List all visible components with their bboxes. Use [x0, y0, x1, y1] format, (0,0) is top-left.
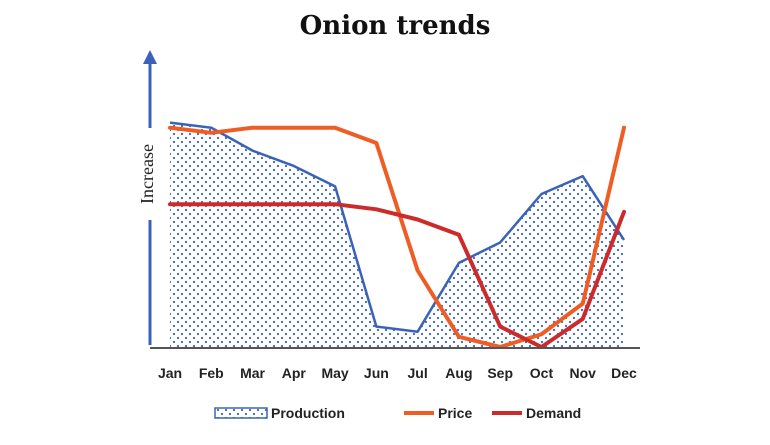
x-tick-label: Jun — [364, 365, 389, 381]
y-axis: Increase — [137, 50, 161, 345]
x-tick-label: Mar — [240, 365, 265, 381]
x-tick-label: May — [321, 365, 348, 381]
chart-title: Onion trends — [300, 11, 491, 41]
legend-label-production: Production — [271, 405, 345, 421]
legend-label-demand: Demand — [526, 405, 581, 421]
series-line-production — [169, 121, 626, 333]
x-tick-label: Apr — [282, 365, 307, 381]
series-line-demand — [168, 202, 626, 349]
x-tick-label: Jul — [408, 365, 428, 381]
x-tick-labels: Jan Feb Mar Apr May Jun Jul Aug Sep Oct Nov Dec — [158, 365, 637, 381]
x-tick-label: Sep — [487, 365, 513, 381]
legend: Production Price Demand — [214, 405, 581, 421]
legend-swatch-production — [214, 407, 268, 419]
x-tick-label: Aug — [445, 365, 472, 381]
legend-label-price: Price — [438, 405, 472, 421]
series-area-production — [170, 122, 624, 347]
series-line-price — [168, 125, 626, 349]
y-label-backdrop — [139, 128, 161, 220]
y-axis-arrow-icon — [143, 50, 157, 64]
x-tick-label: Jan — [158, 365, 182, 381]
y-axis-label: Increase — [137, 144, 157, 204]
x-tick-label: Nov — [570, 365, 597, 381]
x-tick-label: Oct — [530, 365, 554, 381]
x-tick-label: Feb — [199, 365, 224, 381]
x-tick-label: Dec — [611, 365, 637, 381]
